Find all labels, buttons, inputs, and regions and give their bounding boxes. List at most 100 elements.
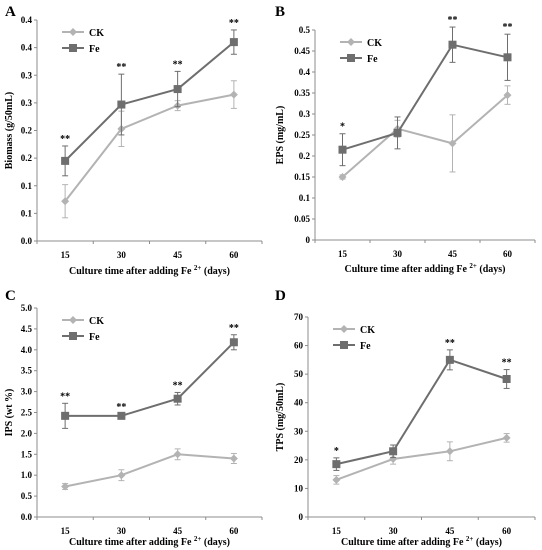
y-axis-label: TPS (mg/50mL): [275, 383, 286, 452]
x-axis-label: Culture time after adding Fe 2+ (days): [69, 535, 230, 548]
y-tick-label: 20: [294, 455, 304, 465]
x-axis-label: Culture time after adding Fe 2+ (days): [69, 264, 230, 277]
y-tick-label: 0.35: [294, 88, 310, 98]
significance-marker: **: [173, 380, 183, 391]
x-tick-label: 15: [332, 526, 342, 536]
data-point-fe: [173, 394, 182, 403]
panel-b: B 0 0.05 0.1 0.15 0.2 0.25 0.3 0.35 0.4 0.45 0.5 15 3…: [275, 4, 536, 275]
y-tick-label: 50: [294, 369, 304, 379]
x-axis-label: Culture time after adding Fe 2+ (days): [344, 262, 505, 275]
legend-marker: [69, 316, 77, 324]
significance-marker: **: [445, 338, 455, 349]
data-point-ck: [502, 433, 511, 442]
y-tick-label: 1.5: [21, 449, 33, 459]
data-point-ck: [445, 447, 454, 456]
series-line-fe: [65, 341, 235, 417]
series-line-ck: [64, 453, 234, 488]
legend-marker: [69, 44, 77, 52]
y-tick-label: 0.4: [21, 43, 33, 53]
y-tick-label: 10: [294, 483, 304, 493]
significance-marker: *: [334, 446, 339, 457]
legend-label: Fe: [360, 341, 371, 352]
legend-marker: [340, 325, 348, 333]
data-point-ck: [229, 454, 238, 463]
x-tick-label: 15: [61, 526, 71, 536]
series-line-fe: [342, 43, 508, 151]
data-point-fe: [117, 411, 126, 420]
significance-marker: **: [116, 402, 126, 413]
y-tick-label: 0.05: [294, 214, 310, 224]
y-tick-label: 0: [306, 235, 311, 245]
legend-marker: [69, 28, 77, 36]
series-line-ck: [341, 94, 509, 178]
x-tick-label: 60: [229, 250, 239, 260]
y-tick-label: 5.0: [21, 303, 33, 313]
series-line-fe: [64, 41, 235, 162]
legend-label: CK: [367, 38, 382, 49]
y-tick-label: 3.5: [21, 366, 33, 376]
legend-marker: [347, 54, 355, 62]
data-point-ck: [117, 471, 126, 480]
significance-marker: **: [229, 18, 239, 29]
data-point-fe: [61, 411, 70, 420]
significance-marker: *: [340, 122, 345, 133]
panel-letter: D: [275, 288, 286, 304]
significance-marker: **: [503, 22, 513, 33]
y-tick-label: 30: [294, 426, 304, 436]
data-point-ck: [503, 91, 512, 100]
y-tick-label: 4.0: [21, 345, 33, 355]
x-tick-label: 45: [173, 250, 183, 260]
legend-label: Fe: [89, 332, 100, 343]
data-point-fe: [229, 338, 238, 347]
x-tick-label: 15: [338, 249, 348, 259]
y-tick-label: 0.2: [21, 153, 33, 163]
y-tick-label: 0.1: [21, 181, 33, 191]
y-tick-label: 1.0: [21, 470, 33, 480]
y-tick-label: 40: [294, 398, 304, 408]
significance-marker: **: [448, 15, 458, 26]
x-tick-label: 45: [448, 249, 458, 259]
data-point-ck: [448, 139, 457, 148]
x-axis-label: Culture time after adding Fe 2+ (days): [341, 535, 502, 548]
y-tick-label: 2.5: [21, 408, 33, 418]
x-tick-label: 60: [502, 526, 512, 536]
data-point-fe: [173, 85, 182, 94]
legend-marker: [347, 38, 355, 46]
y-tick-label: 0.3: [21, 70, 33, 80]
data-point-fe: [229, 38, 238, 47]
x-tick-label: 60: [229, 526, 239, 536]
data-point-ck: [389, 455, 398, 463]
data-point-fe: [503, 53, 512, 62]
y-tick-label: 2.0: [21, 428, 33, 438]
data-point-ck: [229, 90, 238, 99]
y-tick-label: 0.0: [21, 236, 33, 246]
series-line-ck: [64, 93, 235, 202]
y-axis-label: IPS (wt %): [4, 389, 15, 437]
y-tick-label: 0.1: [21, 208, 33, 218]
panel-letter: C: [5, 288, 16, 304]
x-tick-label: 30: [393, 249, 403, 259]
legend-label: CK: [89, 28, 104, 39]
significance-marker: **: [229, 323, 239, 334]
x-tick-label: 30: [117, 250, 127, 260]
y-tick-label: 0.0: [21, 512, 33, 522]
legend-marker: [69, 332, 77, 340]
significance-marker: **: [60, 391, 70, 402]
y-tick-label: 0.3: [21, 98, 33, 108]
y-tick-label: 0.3: [299, 109, 311, 119]
data-point-fe: [448, 40, 457, 49]
y-tick-label: 0.4: [299, 67, 311, 77]
data-point-fe: [332, 460, 341, 469]
series-line-ck: [336, 436, 507, 481]
data-point-ck: [61, 197, 70, 206]
data-point-ck: [338, 173, 347, 181]
data-point-fe: [61, 156, 70, 165]
x-tick-label: 45: [173, 526, 183, 536]
x-tick-label: 45: [445, 526, 455, 536]
panel-a: A 0.0 0.1 0.1 0.2 0.2 0.3 0.3 0.4 0.4 15 30 45 60 Cult…: [4, 4, 263, 277]
legend-label: Fe: [367, 54, 378, 65]
y-tick-label: 0.2: [21, 126, 33, 136]
legend-marker: [340, 341, 348, 349]
